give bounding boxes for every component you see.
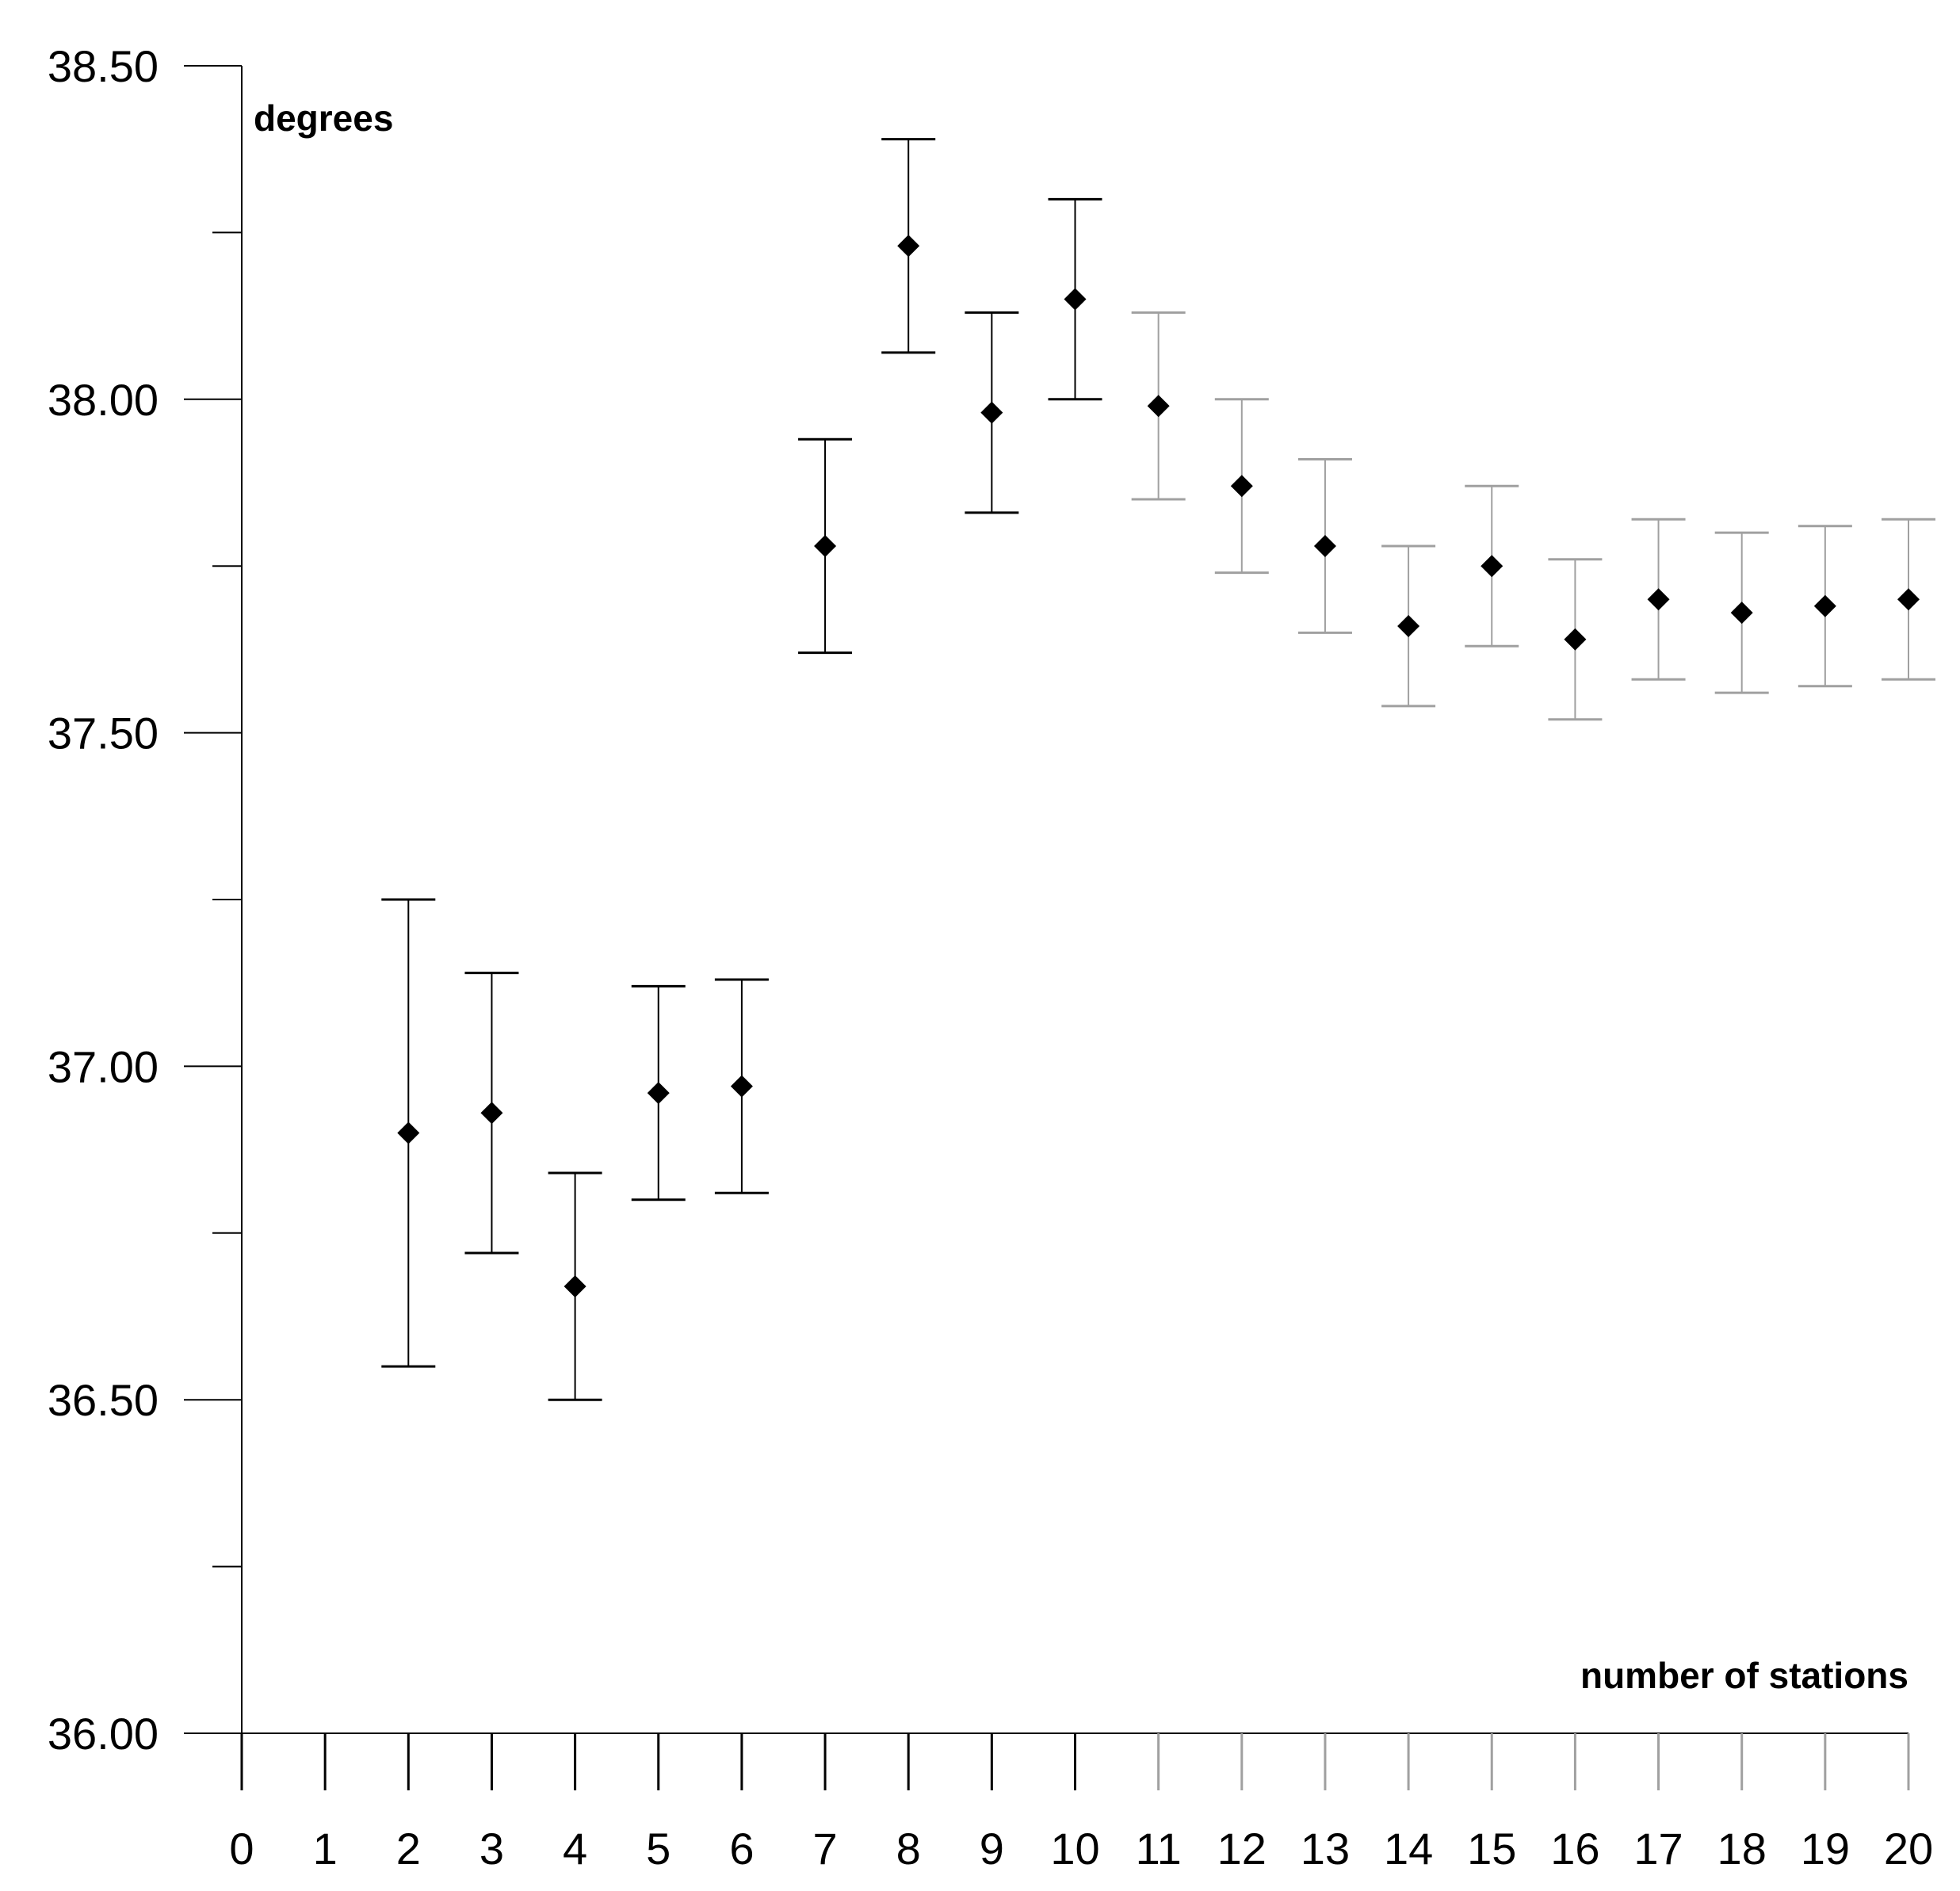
x-tick-label: 10	[1050, 1824, 1099, 1874]
y-tick-label: 37.50	[48, 709, 159, 758]
data-point-diamond	[480, 1102, 503, 1125]
data-point-diamond	[1897, 588, 1920, 611]
x-tick-label: 9	[980, 1824, 1004, 1874]
data-point-diamond	[980, 401, 1003, 424]
data-point-diamond	[1564, 628, 1587, 651]
x-tick-label: 6	[729, 1824, 754, 1874]
data-point-diamond	[1147, 395, 1170, 418]
data-point-diamond	[1813, 594, 1836, 617]
x-tick-label: 3	[479, 1824, 504, 1874]
y-tick-label: 37.00	[48, 1041, 159, 1091]
y-tick-label: 36.50	[48, 1375, 159, 1425]
data-point-diamond	[647, 1082, 670, 1105]
x-axis: 0 1 2 3 4 5 6 7 8 9 10 11 12 13 14 15 16 17 18 19 20	[229, 1732, 1933, 1874]
x-tick-label: 15	[1467, 1824, 1516, 1874]
y-axis: 38.50 38.00 37.50 37.00 36.50 36.00	[48, 41, 243, 1759]
x-axis-title: number of stations	[1580, 1655, 1908, 1696]
data-point-diamond	[1064, 288, 1087, 311]
x-tick-label: 12	[1217, 1824, 1267, 1874]
y-tick-label: 38.00	[48, 375, 159, 425]
x-tick-label: 1	[313, 1824, 338, 1874]
x-tick-label: 17	[1633, 1824, 1683, 1874]
x-tick-label: 4	[563, 1824, 587, 1874]
x-tick-label: 5	[646, 1824, 671, 1874]
error-bars	[381, 138, 1935, 1401]
y-axis-title: degrees	[254, 97, 393, 139]
x-tick-label: 19	[1801, 1824, 1850, 1874]
x-tick-label: 16	[1550, 1824, 1599, 1874]
data-point-diamond	[1397, 614, 1420, 637]
x-tick-label: 7	[812, 1824, 837, 1874]
data-point-diamond	[564, 1275, 586, 1298]
data-point-diamond	[897, 235, 920, 258]
data-point-diamond	[1481, 555, 1503, 578]
x-tick-label: 0	[229, 1824, 254, 1874]
x-tick-label: 8	[896, 1824, 921, 1874]
data-point-diamond	[730, 1075, 753, 1098]
data-point-diamond	[1647, 588, 1670, 611]
data-point-diamond	[397, 1121, 420, 1144]
x-tick-label: 11	[1136, 1824, 1182, 1874]
x-tick-label: 2	[396, 1824, 421, 1874]
data-point-diamond	[1230, 475, 1253, 498]
x-tick-label: 20	[1884, 1824, 1933, 1874]
y-tick-label: 36.00	[48, 1709, 159, 1759]
x-tick-label: 14	[1384, 1824, 1433, 1874]
data-point-diamond	[1730, 602, 1753, 625]
y-tick-label: 38.50	[48, 41, 159, 91]
data-points	[397, 235, 1920, 1298]
x-tick-label: 18	[1717, 1824, 1767, 1874]
data-point-diamond	[1313, 534, 1336, 557]
data-point-diamond	[814, 534, 837, 557]
x-tick-label: 13	[1301, 1824, 1350, 1874]
